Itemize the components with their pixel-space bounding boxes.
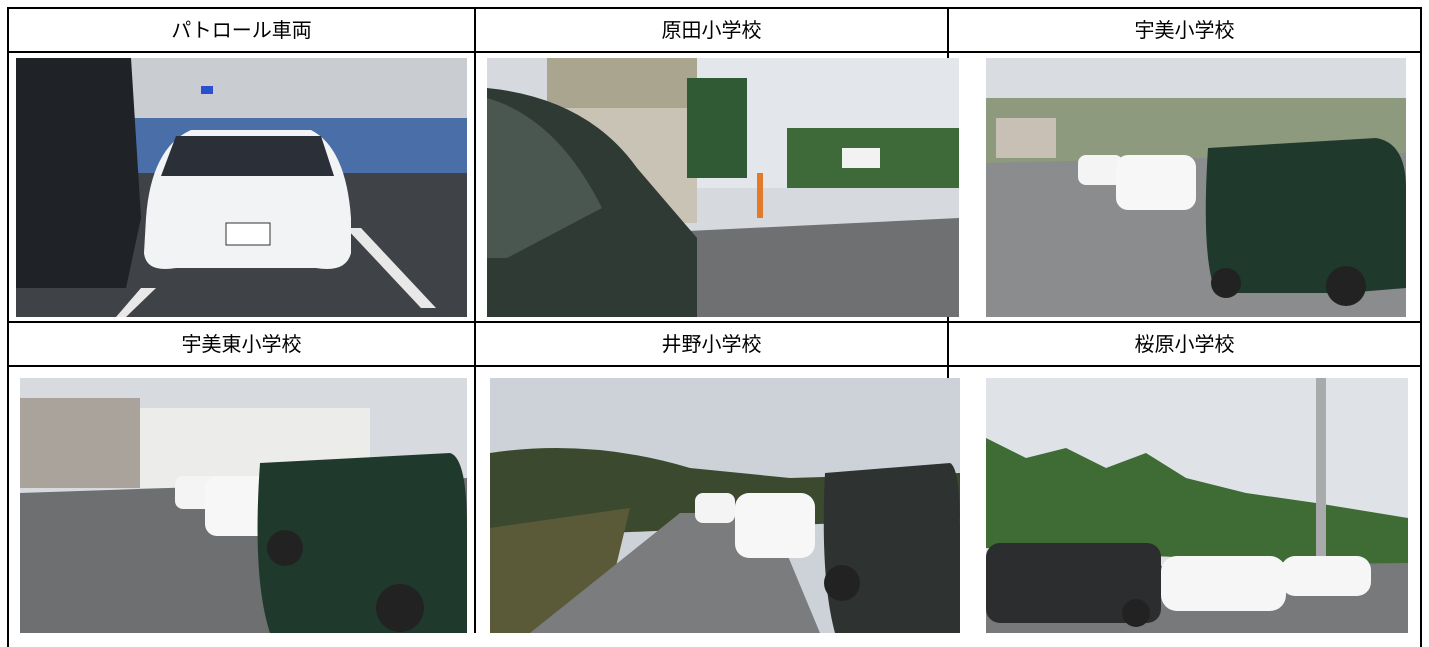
cell-header: パトロール車両 bbox=[171, 18, 312, 42]
photo bbox=[986, 58, 1406, 317]
photo bbox=[487, 58, 959, 317]
photo bbox=[986, 378, 1408, 633]
column-divider bbox=[947, 7, 949, 633]
photo-art bbox=[487, 58, 959, 317]
cell-header: 宇美東小学校 bbox=[181, 332, 302, 356]
photo bbox=[490, 378, 960, 633]
cell-header: 井野小学校 bbox=[661, 332, 762, 356]
photo bbox=[16, 58, 467, 317]
column-divider bbox=[474, 7, 476, 633]
table bbox=[7, 7, 1422, 647]
row-divider bbox=[7, 51, 1422, 53]
row-divider bbox=[7, 321, 1422, 323]
photo-art bbox=[16, 58, 467, 317]
cell-header: 宇美小学校 bbox=[1134, 18, 1235, 42]
photo bbox=[20, 378, 467, 633]
row-divider bbox=[7, 365, 1422, 367]
cell-header: 桜原小学校 bbox=[1134, 332, 1235, 356]
photo-art bbox=[20, 378, 467, 633]
photo-art bbox=[490, 378, 960, 633]
photo-art bbox=[986, 378, 1408, 633]
photo-art bbox=[986, 58, 1406, 317]
page: パトロール車両 原田小学校 宇美小学校 宇美東小学校 井野小学校 桜原小学校 bbox=[7, 7, 1422, 647]
cell-header: 原田小学校 bbox=[661, 18, 762, 42]
